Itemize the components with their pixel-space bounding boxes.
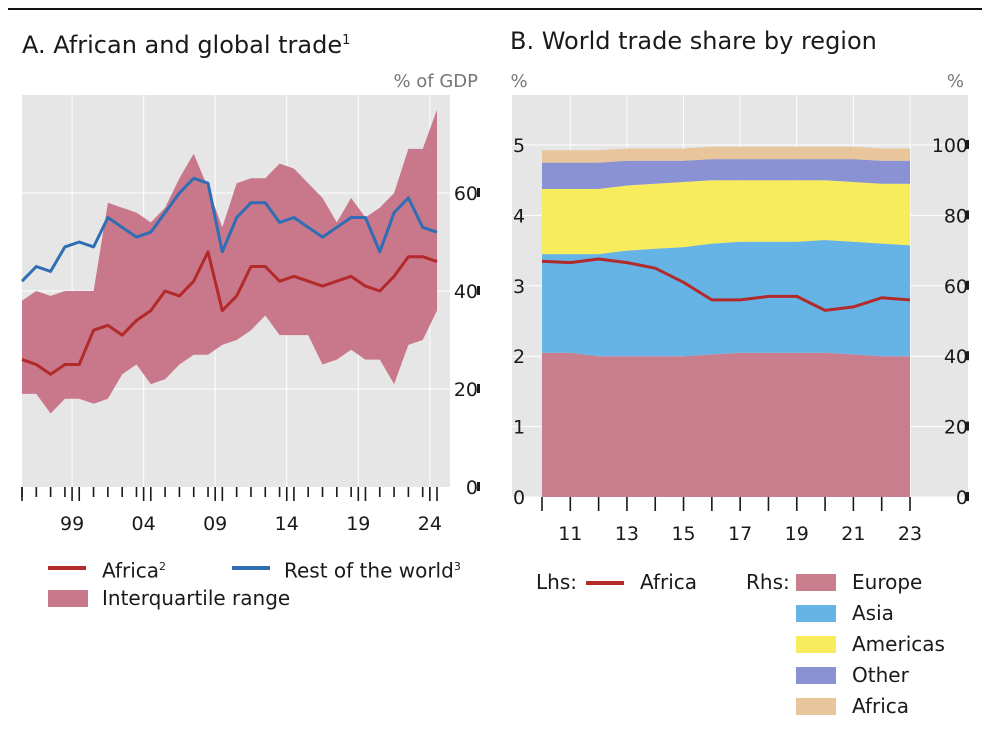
legend-africa-line-label: Africa [640,570,698,594]
panel-b-unit-right: % [947,71,964,92]
panel-b-ytick-right-mark [966,351,969,361]
panel-a-ytick-mark [477,384,480,393]
panel-a-ytick-label: 0 [466,477,478,499]
panel-b-xtick-label: 17 [728,523,752,545]
panel-b-ytick-left-label: 4 [513,205,525,227]
legend-iqr-label: Interquartile range [102,586,291,610]
legend-row-swatch [232,566,270,570]
panel-a-xtick-label: 99 [60,513,84,535]
legend-other-label: Other [852,663,909,687]
panel-a-ytick-label: 60 [454,183,478,205]
panel-a-title: A. African and global trade1 [22,26,350,60]
panel-b-xtick-label: 19 [785,523,809,545]
panel-b-ytick-left-label: 5 [513,135,525,157]
panel-a-ytick-label: 40 [454,281,478,303]
legend-americas-swatch [796,636,836,653]
panel-b-ytick-right-label: 80 [944,205,968,227]
panel-b-africa-line [541,257,911,312]
panel-a-ytick-mark [477,482,480,491]
panel-b-area-asia [542,240,910,357]
panel-b-xtick-label: 23 [898,523,922,545]
legend-row-footnote: 3 [453,560,461,573]
legend-africa-footnote: 2 [159,560,167,573]
panel-b-area-europe [542,352,910,497]
legend-africa-label: Africa2 [102,555,166,583]
panel-b-ytick-left-label: 0 [513,487,525,509]
legend-iqr-swatch [48,590,88,607]
panel-b-xtick-label: 21 [841,523,865,545]
legend-africa-area-label: Africa [852,694,910,718]
panel-b-ytick-right-label: 0 [956,487,968,509]
top-rule [8,8,982,10]
panel-b-area-other [542,159,910,189]
panel-b-xtick-label: 15 [671,523,695,545]
legend-africa-area-swatch [796,698,836,715]
panel-b-area-africa [542,146,910,163]
panel-a-africa-line [21,250,438,376]
panel-b-xtick-label: 13 [615,523,639,545]
panel-b-ytick-right-label: 20 [944,417,968,439]
legend-europe-label: Europe [852,570,923,594]
panel-a-ytick-label: 20 [454,379,478,401]
panel-a-iqr-band [22,109,437,414]
panel-a-title-text: A. African and global trade [22,31,343,59]
legend-rhs-label: Rhs: [746,570,790,594]
panel-a-xtick-label: 19 [346,513,370,535]
panel-b-xtick-label: 11 [558,523,582,545]
panel-a-title-footnote: 1 [342,33,351,48]
legend-other-swatch [796,667,836,684]
panel-b-ytick-right-mark [966,210,969,220]
panel-b-ytick-right-label: 40 [944,346,968,368]
panel-a-ytick-mark [477,188,480,197]
legend-row-text: Rest of the world [284,558,454,583]
legend-africa-text: Africa [102,558,160,583]
legend-row-label: Rest of the world3 [284,555,461,583]
legend-lhs-label: Lhs: [536,570,577,594]
panel-b-ytick-left-label: 3 [513,276,525,298]
legend-africa-swatch [48,566,86,570]
legend-europe-swatch [796,574,836,591]
panel-a-row-line [20,176,438,283]
panel-b-title: B. World trade share by region [510,27,877,55]
legend-asia-label: Asia [852,601,894,625]
panel-a-xtick-label: 09 [203,513,227,535]
panel-b-ytick-left-label: 1 [513,417,525,439]
panel-b-ytick-right-mark [966,421,969,431]
panel-a-xtick-label: 04 [132,513,156,535]
panel-b-unit-left: % [510,71,527,92]
panel-b-ytick-right-mark [966,280,969,290]
panel-b-ytick-right-mark [966,140,969,149]
legend-asia-swatch [796,605,836,622]
panel-b-ytick-right-label: 100 [932,135,968,157]
panel-b-ytick-left-label: 2 [513,346,525,368]
panel-b-ytick-right-mark [966,492,969,501]
legend-africa-line-swatch [586,581,624,585]
panel-a-xtick-label: 24 [418,513,442,535]
panel-a-xtick-label: 14 [275,513,299,535]
legend-americas-label: Americas [852,632,945,656]
panel-a-unit: % of GDP [393,71,478,92]
panel-b-area-americas [542,180,910,255]
panel-a-ytick-mark [477,286,480,295]
panel-b-ytick-right-label: 60 [944,276,968,298]
